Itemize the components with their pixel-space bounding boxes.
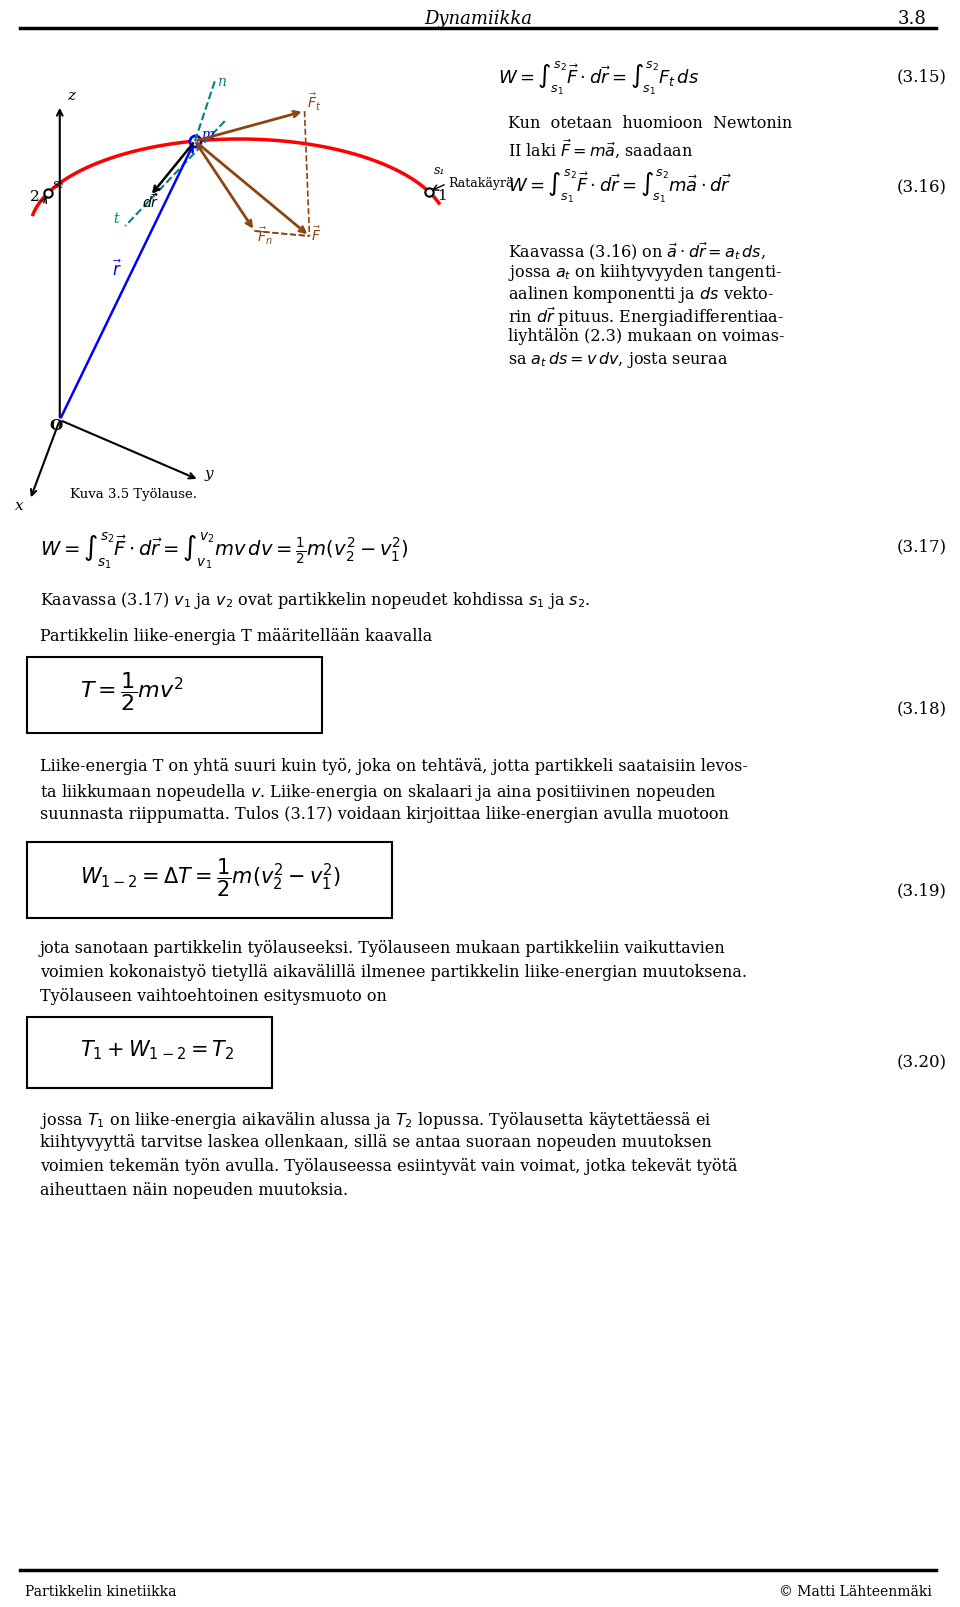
Text: $\vec{F}$: $\vec{F}$	[311, 225, 322, 244]
Text: rin $d\vec{r}$ pituus. Energiadifferentiaa-: rin $d\vec{r}$ pituus. Energiadifferenti…	[508, 305, 784, 329]
Text: $\vec{F}_t$: $\vec{F}_t$	[306, 93, 321, 114]
FancyBboxPatch shape	[27, 842, 392, 918]
Text: Dynamiikka: Dynamiikka	[424, 10, 532, 27]
Text: Partikkelin liike-energia T määritellään kaavalla: Partikkelin liike-energia T määritellään…	[40, 628, 432, 644]
Text: 3.8: 3.8	[898, 10, 926, 27]
Text: © Matti Lähteenmäki: © Matti Lähteenmäki	[779, 1585, 931, 1599]
Text: jota sanotaan partikkelin työlauseeksi. Työlauseen mukaan partikkeliin vaikuttav: jota sanotaan partikkelin työlauseeksi. …	[40, 940, 726, 958]
Text: O: O	[50, 419, 63, 432]
Text: ta liikkumaan nopeudella $v$. Liike-energia on skalaari ja aina positiivinen nop: ta liikkumaan nopeudella $v$. Liike-ener…	[40, 783, 716, 804]
Text: $T_1 + W_{1-2} = T_2$: $T_1 + W_{1-2} = T_2$	[80, 1038, 234, 1062]
Text: voimien tekemän työn avulla. Työlauseessa esiintyvät vain voimat, jotka tekevät : voimien tekemän työn avulla. Työlauseess…	[40, 1159, 737, 1175]
Text: (3.17): (3.17)	[897, 538, 947, 554]
Text: (3.15): (3.15)	[897, 67, 947, 85]
Text: $W = \int_{s_1}^{s_2} \vec{F} \cdot d\vec{r} = \int_{v_1}^{v_2} mv\, dv = \frac{: $W = \int_{s_1}^{s_2} \vec{F} \cdot d\ve…	[40, 530, 409, 570]
FancyBboxPatch shape	[27, 1017, 272, 1088]
Text: sa $a_t\, ds = v\, dv$, josta seuraa: sa $a_t\, ds = v\, dv$, josta seuraa	[508, 350, 729, 370]
Text: $\vec{r}$: $\vec{r}$	[111, 259, 122, 280]
Text: Liike-energia T on yhtä suuri kuin työ, joka on tehtävä, jotta partikkeli saatai: Liike-energia T on yhtä suuri kuin työ, …	[40, 759, 748, 775]
Text: aiheuttaen näin nopeuden muutoksia.: aiheuttaen näin nopeuden muutoksia.	[40, 1183, 348, 1199]
FancyBboxPatch shape	[27, 657, 322, 733]
Text: Kun  otetaan  huomioon  Newtonin: Kun otetaan huomioon Newtonin	[508, 116, 792, 132]
Text: (3.19): (3.19)	[897, 882, 947, 898]
Text: z: z	[67, 88, 75, 103]
Text: jossa $T_1$ on liike-energia aikavälin alussa ja $T_2$ lopussa. Työlausetta käyt: jossa $T_1$ on liike-energia aikavälin a…	[40, 1110, 711, 1131]
Text: m: m	[201, 129, 214, 141]
Text: II laki $\vec{F} = m\vec{a}$, saadaan: II laki $\vec{F} = m\vec{a}$, saadaan	[508, 137, 693, 159]
Text: t: t	[113, 212, 119, 227]
Text: s₂: s₂	[53, 178, 64, 191]
Text: (3.16): (3.16)	[897, 178, 947, 194]
Text: $W = \int_{s_1}^{s_2} \vec{F} \cdot d\vec{r} = \int_{s_1}^{s_2} F_t\, ds$: $W = \int_{s_1}^{s_2} \vec{F} \cdot d\ve…	[498, 59, 700, 96]
Text: $T = \dfrac{1}{2}mv^2$: $T = \dfrac{1}{2}mv^2$	[80, 670, 183, 714]
Text: kiihtyvyyttä tarvitse laskea ollenkaan, sillä se antaa suoraan nopeuden muutokse: kiihtyvyyttä tarvitse laskea ollenkaan, …	[40, 1135, 711, 1151]
Text: s₁: s₁	[434, 164, 445, 177]
Text: 1: 1	[437, 188, 446, 202]
Text: Työlauseen vaihtoehtoinen esitysmuoto on: Työlauseen vaihtoehtoinen esitysmuoto on	[40, 988, 387, 1004]
Text: $W = \int_{s_1}^{s_2} \vec{F} \cdot d\vec{r} = \int_{s_1}^{s_2} m\vec{a} \cdot d: $W = \int_{s_1}^{s_2} \vec{F} \cdot d\ve…	[508, 169, 732, 206]
Text: Partikkelin kinetiikka: Partikkelin kinetiikka	[25, 1585, 177, 1599]
Text: n: n	[217, 76, 226, 88]
Text: liyhtälön (2.3) mukaan on voimas-: liyhtälön (2.3) mukaan on voimas-	[508, 328, 784, 346]
Text: suunnasta riippumatta. Tulos (3.17) voidaan kirjoittaa liike-energian avulla muo: suunnasta riippumatta. Tulos (3.17) void…	[40, 807, 729, 823]
Text: Kaavassa (3.17) $v_1$ ja $v_2$ ovat partikkelin nopeudet kohdissa $s_1$ ja $s_2$: Kaavassa (3.17) $v_1$ ja $v_2$ ovat part…	[40, 590, 590, 611]
Text: Kuva 3.5 Työlause.: Kuva 3.5 Työlause.	[70, 489, 197, 501]
Text: aalinen komponentti ja $ds$ vekto-: aalinen komponentti ja $ds$ vekto-	[508, 284, 775, 305]
Text: x: x	[15, 500, 24, 513]
Text: voimien kokonaistyö tietyllä aikavälillä ilmenee partikkelin liike-energian muut: voimien kokonaistyö tietyllä aikavälillä…	[40, 964, 747, 980]
Text: 2: 2	[30, 190, 39, 204]
Text: (3.20): (3.20)	[897, 1054, 947, 1070]
Text: Ratakäyrä: Ratakäyrä	[448, 177, 515, 190]
Text: jossa $a_t$ on kiihtyvyyden tangenti-: jossa $a_t$ on kiihtyvyyden tangenti-	[508, 262, 782, 283]
Text: $W_{1-2} = \Delta T = \dfrac{1}{2}m(v_2^2 - v_1^2)$: $W_{1-2} = \Delta T = \dfrac{1}{2}m(v_2^…	[80, 857, 341, 900]
Text: $d\vec{r}$: $d\vec{r}$	[142, 193, 159, 211]
Text: $\vec{F}_n$: $\vec{F}_n$	[256, 227, 273, 247]
Text: y: y	[204, 468, 213, 480]
Text: Kaavassa (3.16) on $\vec{a} \cdot d\vec{r} = a_t\, ds$,: Kaavassa (3.16) on $\vec{a} \cdot d\vec{…	[508, 239, 766, 262]
Text: (3.18): (3.18)	[897, 701, 947, 717]
